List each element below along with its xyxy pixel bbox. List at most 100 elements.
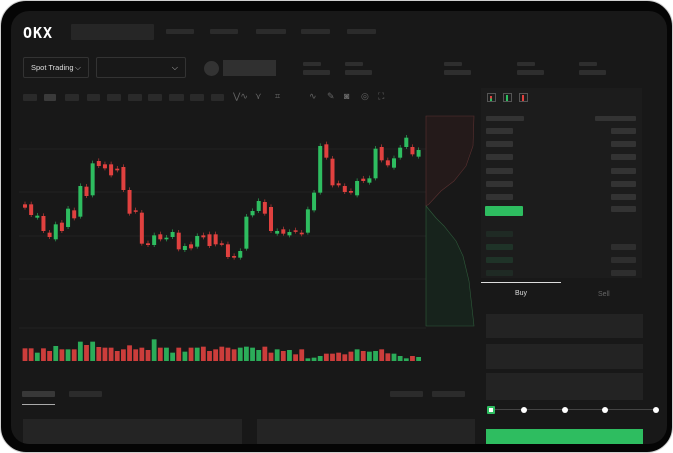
- search-bar[interactable]: [71, 24, 154, 40]
- spread: [611, 206, 636, 212]
- candle: [127, 190, 132, 214]
- draw-line-icon[interactable]: ⌗: [275, 91, 281, 101]
- slider-step[interactable]: [653, 407, 659, 413]
- stat-value: [579, 70, 606, 75]
- candle: [66, 208, 71, 227]
- amount-slider[interactable]: [491, 409, 657, 410]
- candle: [318, 146, 323, 193]
- coin-icon: [204, 61, 219, 76]
- volume-bar: [96, 347, 102, 361]
- timeframe-button[interactable]: [107, 94, 121, 101]
- price-input[interactable]: [486, 314, 643, 338]
- amount-input[interactable]: [486, 344, 643, 369]
- ask-amount: [611, 141, 636, 148]
- slider-handle[interactable]: [487, 406, 495, 414]
- ask-amount: [611, 154, 636, 161]
- filter-button[interactable]: [432, 391, 465, 397]
- candle: [330, 158, 335, 186]
- buy-button[interactable]: [486, 429, 643, 444]
- nav-item[interactable]: [347, 29, 376, 34]
- slider-step[interactable]: [521, 407, 527, 413]
- volume-bar: [176, 347, 182, 361]
- timeframe-button[interactable]: [190, 94, 204, 101]
- tab-buy[interactable]: Buy: [515, 290, 528, 297]
- stat-value: [444, 70, 471, 75]
- candle: [225, 244, 230, 257]
- tab-sell[interactable]: Sell: [598, 291, 610, 298]
- candle: [275, 231, 280, 234]
- candle: [35, 215, 40, 218]
- timeframe-button[interactable]: [65, 94, 79, 101]
- volume-bar: [293, 354, 298, 361]
- candle: [373, 148, 378, 179]
- volume-bar: [28, 348, 34, 361]
- timeframe-button[interactable]: [211, 94, 224, 101]
- market-type-dropdown[interactable]: Spot Trading ⌵: [23, 57, 89, 78]
- ask-price: [486, 167, 513, 174]
- volume-bar: [379, 349, 385, 361]
- book-both-icon[interactable]: [487, 93, 496, 102]
- candle: [182, 246, 187, 250]
- volume-bar: [305, 358, 311, 361]
- candle: [121, 167, 126, 190]
- timeframe-button[interactable]: [148, 94, 162, 101]
- depth-bids: [425, 205, 475, 327]
- slider-step[interactable]: [602, 407, 608, 413]
- market-type-label: Spot Trading: [31, 63, 74, 72]
- book-asks-icon[interactable]: [519, 93, 528, 102]
- filter-button[interactable]: [390, 391, 423, 397]
- candlestick-chart[interactable]: [11, 106, 481, 376]
- indicator-icon[interactable]: ⋁∿: [233, 91, 248, 101]
- volume-bar: [77, 341, 83, 361]
- timeframe-button[interactable]: [128, 94, 142, 101]
- pencil-icon[interactable]: ✎: [327, 91, 335, 101]
- book-header: [486, 116, 524, 121]
- candle: [96, 161, 101, 166]
- slider-step[interactable]: [562, 407, 568, 413]
- volume-bar: [299, 349, 305, 361]
- tab-open-orders[interactable]: [22, 391, 55, 397]
- candle: [90, 163, 95, 196]
- volume-bar: [342, 354, 348, 361]
- tab-underline: [22, 404, 55, 405]
- stat-label: [579, 62, 597, 66]
- volume-bar: [164, 347, 169, 361]
- timeframe-button[interactable]: [169, 94, 184, 101]
- volume-bar: [151, 339, 157, 361]
- volume-bar: [287, 350, 292, 361]
- nav-item[interactable]: [166, 29, 194, 34]
- settings-icon[interactable]: ◎: [361, 91, 369, 101]
- volume-bar: [102, 347, 108, 361]
- candle: [324, 144, 329, 158]
- volume-bar: [145, 350, 151, 361]
- nav-item[interactable]: [301, 29, 330, 34]
- volume-bar: [348, 351, 354, 361]
- pair-dropdown[interactable]: ⌵: [96, 57, 186, 78]
- nav-item[interactable]: [256, 29, 286, 34]
- candle: [312, 192, 317, 211]
- candle: [164, 237, 169, 240]
- timeframe-button[interactable]: [44, 94, 56, 101]
- candle: [404, 137, 409, 147]
- candle: [176, 232, 181, 250]
- candle: [410, 147, 415, 155]
- nav-item[interactable]: [210, 29, 238, 34]
- timeframe-button[interactable]: [23, 94, 37, 101]
- candle: [416, 150, 421, 157]
- candle: [398, 147, 403, 158]
- wave-icon[interactable]: ∿: [309, 91, 317, 101]
- volume-bar: [403, 358, 409, 361]
- tab-history[interactable]: [69, 391, 102, 397]
- trading-screen: OKX Spot Trading ⌵ ⌵ ⋁∿ ⋎ ⌗ ∿ ✎ ◙ ◎ ⛶ Buy…: [11, 11, 667, 444]
- timeframe-button[interactable]: [87, 94, 100, 101]
- candle: [293, 230, 298, 232]
- volume-bar: [139, 347, 145, 361]
- candle: [41, 216, 46, 231]
- volume-bar: [170, 352, 175, 361]
- chart-type-icon[interactable]: ⋎: [255, 91, 262, 101]
- camera-icon[interactable]: ◙: [344, 91, 350, 101]
- total-input[interactable]: [486, 373, 643, 400]
- fullscreen-icon[interactable]: ⛶: [378, 91, 385, 101]
- candle: [385, 160, 390, 166]
- book-bids-icon[interactable]: [503, 93, 512, 102]
